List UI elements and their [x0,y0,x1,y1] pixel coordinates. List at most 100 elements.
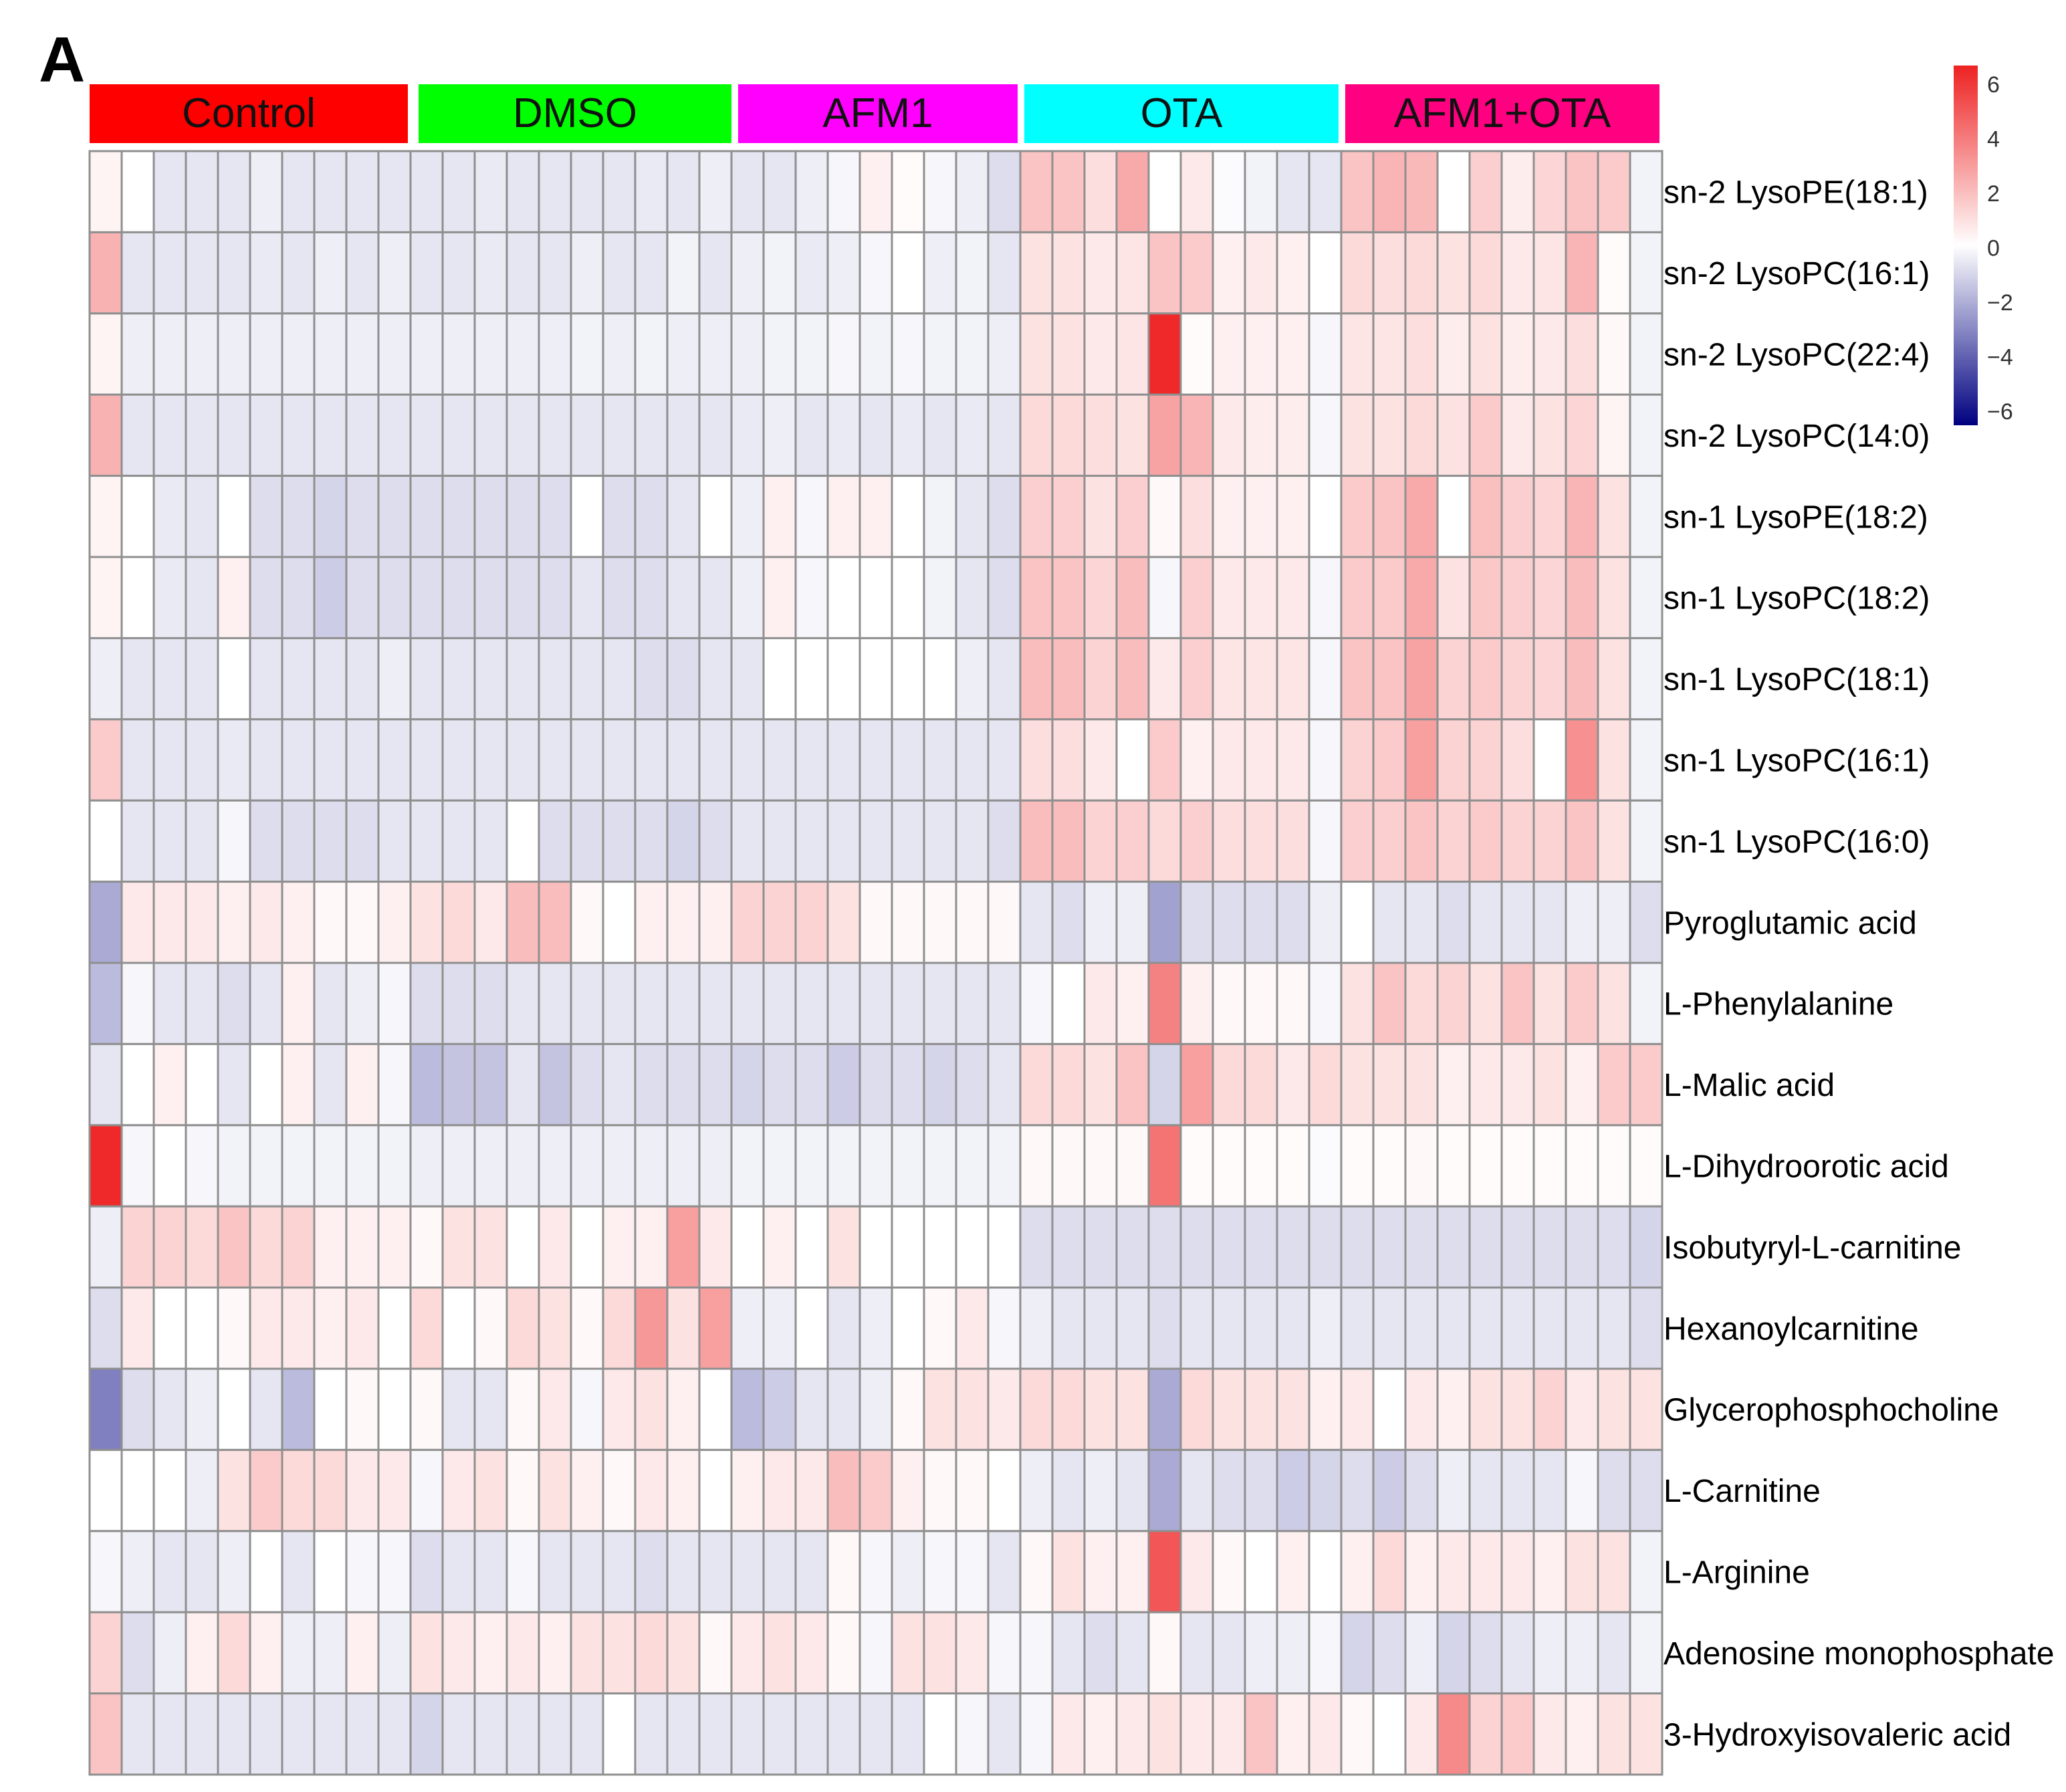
heatmap-cell [409,718,444,802]
heatmap-cell [826,1530,861,1613]
heatmap-cell [1147,1692,1182,1776]
heatmap-cell [441,1530,476,1613]
heatmap-cell [1179,1286,1214,1370]
heatmap-cell [185,312,219,396]
heatmap-cell [249,393,283,477]
heatmap-cell [1244,393,1278,477]
heatmap-cell [217,1042,251,1127]
heatmap-cell [666,962,701,1045]
heatmap-cell [891,962,925,1045]
heatmap-cell [762,393,797,477]
heatmap-cell [1212,1205,1246,1289]
heatmap-cell [1372,799,1407,883]
heatmap-cell [313,637,348,721]
group-label-2: AFM1 [822,90,933,136]
heatmap-cell [923,1286,957,1370]
heatmap-cell [1308,1205,1343,1289]
heatmap-cell [1436,799,1471,883]
heatmap-cell [473,1611,508,1695]
heatmap-cell [1597,962,1631,1045]
heatmap-cell [409,1611,444,1695]
heatmap-cell [281,1124,316,1208]
heatmap-cell [891,1611,925,1695]
heatmap-cell [1276,1367,1310,1451]
heatmap-cell [120,1611,155,1695]
heatmap-cell [826,231,861,315]
heatmap-cell [120,1530,155,1613]
heatmap-cell [377,231,412,315]
heatmap-cell [120,1124,155,1208]
group-bar-4 [1345,84,1659,143]
heatmap-cell [1629,1124,1663,1208]
heatmap-cell [185,1692,219,1776]
heatmap-cell [1597,1286,1631,1370]
heatmap-cell [1500,1042,1535,1127]
heatmap-cell [1532,718,1567,802]
heatmap-cell [217,1205,251,1289]
heatmap-cell [1147,312,1182,396]
heatmap-cell [345,475,380,558]
heatmap-cell [826,1367,861,1451]
heatmap-cell [1532,150,1567,233]
heatmap-cell [281,1286,316,1370]
heatmap-cell [1083,1205,1118,1289]
heatmap-cell [377,799,412,883]
heatmap-cell [1340,1124,1375,1208]
heatmap-cell [634,231,669,315]
heatmap-cell [1404,556,1439,639]
heatmap-cell [313,475,348,558]
heatmap-cell [1404,881,1439,964]
heatmap-cell [1276,1530,1310,1613]
heatmap-cell [441,1367,476,1451]
heatmap-cell [152,718,187,802]
heatmap-cell [698,1367,733,1451]
heatmap-cell [88,1042,123,1127]
heatmap-cell [634,799,669,883]
heatmap-cell [1500,393,1535,477]
heatmap-cell [441,718,476,802]
heatmap-cell [698,1448,733,1533]
heatmap-cell [634,393,669,477]
heatmap-cell [698,718,733,802]
heatmap-cell [1404,799,1439,883]
heatmap-cell [88,962,123,1045]
heatmap-cell [1147,637,1182,721]
heatmap-cell [1500,1692,1535,1776]
heatmap-cell [249,799,283,883]
heatmap-cell [1276,1448,1310,1533]
heatmap-cell [88,1611,123,1695]
heatmap-cell [923,637,957,721]
row-label: L-Carnitine [1663,1474,1821,1509]
heatmap-cell [858,962,893,1045]
heatmap-cell [1019,312,1054,396]
heatmap-cell [1468,231,1503,315]
heatmap-cell [441,1124,476,1208]
heatmap-cell [152,475,187,558]
heatmap-cell [762,881,797,964]
heatmap-cell [409,475,444,558]
heatmap-cell [217,556,251,639]
heatmap-cell [1436,556,1471,639]
heatmap-cell [1147,1611,1182,1695]
heatmap-cell [1244,1692,1278,1776]
heatmap-cell [281,637,316,721]
heatmap-cell [473,475,508,558]
heatmap-cell [1436,475,1471,558]
heatmap-cell [313,312,348,396]
heatmap-cell [1019,231,1054,315]
heatmap-cell [185,799,219,883]
heatmap-cell [538,1286,572,1370]
heatmap-cell [152,1448,187,1533]
heatmap-cell [88,393,123,477]
heatmap-cell [730,1611,765,1695]
heatmap-cell [505,799,540,883]
heatmap-cell [441,962,476,1045]
heatmap-cell [1308,556,1343,639]
heatmap-cell [858,637,893,721]
heatmap-cell [1212,312,1246,396]
heatmap-cell [858,1286,893,1370]
heatmap-cell [1372,150,1407,233]
heatmap-cell [441,1692,476,1776]
heatmap-cell [1404,1367,1439,1451]
heatmap-cell [1276,150,1310,233]
